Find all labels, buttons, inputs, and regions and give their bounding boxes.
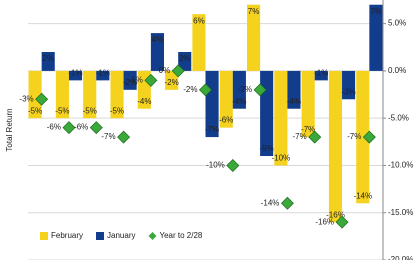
bar <box>165 70 179 90</box>
data-label: 7% <box>370 7 382 16</box>
marker-label: -7% <box>292 132 306 141</box>
y-tick-label: -15.0% <box>388 208 413 217</box>
marker-label: -14% <box>261 198 280 207</box>
marker <box>253 83 267 97</box>
bar <box>287 70 301 109</box>
marker-label: 0% <box>159 66 171 75</box>
bar <box>314 70 328 81</box>
y-tick-label: -5.0% <box>388 113 409 122</box>
bar <box>328 70 343 223</box>
bar <box>96 70 110 81</box>
bar <box>369 4 383 71</box>
data-label: -1% <box>68 68 82 77</box>
legend-swatch <box>96 232 105 240</box>
legend-item: January <box>96 231 135 240</box>
bar <box>219 70 233 128</box>
marker <box>280 196 294 210</box>
data-label: 4% <box>152 35 164 44</box>
data-label: -10% <box>272 154 291 163</box>
data-label: -1% <box>314 68 328 77</box>
data-label: -7% <box>301 125 315 134</box>
y-tick-label: -20.0% <box>388 255 413 260</box>
bar <box>301 70 315 138</box>
marker <box>171 64 185 78</box>
legend-swatch <box>40 232 48 240</box>
marker <box>308 130 322 144</box>
marker <box>62 121 76 135</box>
marker-label: -2% <box>238 85 252 94</box>
bar <box>247 4 261 71</box>
marker <box>199 83 212 97</box>
bar <box>342 70 356 100</box>
data-label: -16% <box>326 210 345 219</box>
bar <box>55 70 69 119</box>
y-tick-label: -10.0% <box>388 161 413 170</box>
marker <box>335 215 349 229</box>
bar <box>192 14 206 71</box>
data-label: -9% <box>260 144 274 153</box>
data-label: 7% <box>248 7 260 16</box>
marker-label: -6% <box>74 123 88 132</box>
marker-label: -1% <box>129 75 143 84</box>
legend-marker <box>148 232 157 240</box>
marker <box>226 158 240 172</box>
data-label: -6% <box>219 116 233 125</box>
data-label: -4% <box>232 97 246 106</box>
data-label: -1% <box>96 68 110 77</box>
marker-label: -16% <box>315 217 334 226</box>
data-label: 2% <box>179 54 191 63</box>
legend-item: Year to 2/28 <box>148 231 203 240</box>
marker-label: -2% <box>183 85 197 94</box>
data-label: -2% <box>123 78 137 87</box>
marker <box>89 121 103 135</box>
legend-label: January <box>107 231 135 240</box>
data-label: -3% <box>341 87 355 96</box>
bar <box>68 70 83 81</box>
y-axis-label: Total Return <box>5 108 14 151</box>
marker-label: -7% <box>101 132 115 141</box>
data-label: -7% <box>205 125 219 134</box>
marker <box>117 130 131 144</box>
bar <box>110 70 124 119</box>
marker <box>35 92 49 106</box>
data-label: 6% <box>193 16 205 25</box>
data-label: -5% <box>55 106 69 115</box>
bar <box>28 70 42 119</box>
legend-label: February <box>51 231 83 240</box>
bar <box>150 33 164 71</box>
marker <box>144 73 158 87</box>
bar <box>356 70 370 204</box>
data-label: -5% <box>28 106 42 115</box>
marker-label: -10% <box>206 161 225 170</box>
marker <box>362 130 376 144</box>
bar <box>83 70 97 119</box>
bar <box>41 52 55 71</box>
marker-label: -3% <box>19 94 33 103</box>
bar <box>232 70 246 109</box>
data-label: -5% <box>110 106 124 115</box>
y-tick-label: 0.0% <box>388 66 406 75</box>
data-label: -2% <box>165 78 179 87</box>
marker-label: -6% <box>47 123 61 132</box>
bar <box>274 70 288 166</box>
legend-label: Year to 2/28 <box>159 231 202 240</box>
data-label: -5% <box>83 106 97 115</box>
bar <box>178 52 192 71</box>
bar <box>123 70 137 90</box>
marker-label: -7% <box>347 132 361 141</box>
data-label: 2% <box>42 54 54 63</box>
data-label: -4% <box>137 97 151 106</box>
y-tick-label: 5.0% <box>388 19 406 28</box>
data-label: -14% <box>353 191 372 200</box>
data-label: -4% <box>287 97 301 106</box>
legend-item: February <box>40 231 83 240</box>
